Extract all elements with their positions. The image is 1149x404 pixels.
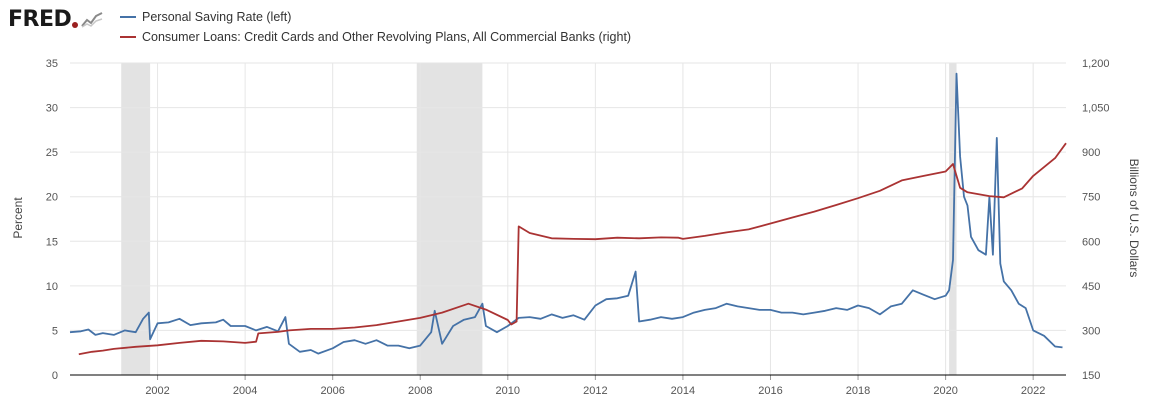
x-tick-label: 2014 (671, 385, 695, 397)
fred-logo-text: FRED (8, 7, 72, 32)
x-tick-label: 2012 (583, 385, 607, 397)
y-right-tick-label: 450 (1082, 281, 1100, 293)
legend-item-right-series: Consumer Loans: Credit Cards and Other R… (120, 29, 631, 45)
x-tick-label: 2018 (846, 385, 870, 397)
y-left-tick-label: 5 (52, 325, 58, 337)
y-left-tick-label: 30 (46, 103, 58, 115)
recession-band (416, 63, 483, 375)
y-left-tick-label: 0 (52, 370, 58, 382)
x-tick-label: 2016 (758, 385, 782, 397)
y-left-tick-label: 25 (46, 147, 58, 159)
legend-label-left: Personal Saving Rate (left) (142, 10, 292, 24)
series-lines (69, 72, 1067, 356)
x-tick-label: 2006 (320, 385, 344, 397)
y-right-tick-label: 750 (1082, 192, 1100, 204)
fred-logo: FRED (8, 7, 103, 32)
x-tick-label: 2008 (408, 385, 432, 397)
recession-band (121, 63, 151, 375)
gridlines (70, 62, 1066, 376)
y-right-tick-label: 1,200 (1082, 58, 1110, 70)
series-line-consumer-loans (78, 142, 1067, 356)
y-left-tick-label: 20 (46, 192, 58, 204)
y-right-tick-label: 1,050 (1082, 103, 1110, 115)
y-axis-right-title: Billions of U.S. Dollars (1127, 159, 1141, 278)
x-tick-label: 2020 (933, 385, 957, 397)
x-tick-label: 2002 (145, 385, 169, 397)
legend-item-left-series: Personal Saving Rate (left) (120, 9, 631, 25)
y-right-tick-label: 900 (1082, 147, 1100, 159)
x-tick-label: 2010 (496, 385, 520, 397)
axes: 0 5 10 15 20 25 30 35 150 300 450 600 750 900 1,050 1,2… (46, 58, 1110, 397)
legend-label-right: Consumer Loans: Credit Cards and Other R… (142, 30, 632, 44)
y-right-tick-label: 300 (1082, 325, 1100, 337)
legend-swatch-left (120, 16, 136, 18)
series-line-personal-saving-rate (69, 72, 1063, 355)
y-left-tick-label: 35 (46, 58, 58, 70)
recession-band (949, 63, 957, 375)
x-tick-label: 2004 (233, 385, 257, 397)
recession-bands (121, 63, 957, 375)
x-tick-label: 2022 (1021, 385, 1045, 397)
y-right-tick-label: 600 (1082, 236, 1100, 248)
chart-trend-icon (81, 11, 103, 28)
legend-swatch-right (120, 36, 136, 38)
y-axis-left-title: Percent (11, 197, 25, 239)
y-right-tick-label: 150 (1082, 370, 1100, 382)
y-left-tick-label: 15 (46, 236, 58, 248)
chart-legend: Personal Saving Rate (left) Consumer Loa… (120, 9, 631, 49)
logo-dot (72, 22, 79, 28)
y-left-tick-label: 10 (46, 281, 58, 293)
